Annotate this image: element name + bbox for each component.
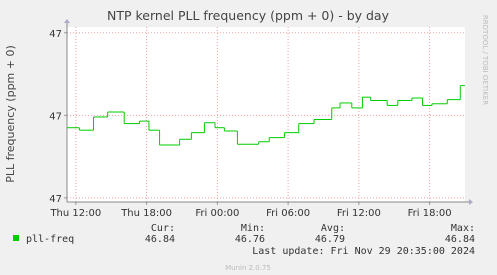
stat-label: Cur: xyxy=(151,223,175,234)
x-tick-label: Fri 12:00 xyxy=(337,208,381,219)
footer: Munin 2.0.75 xyxy=(225,264,271,272)
stat-value: 46.79 xyxy=(315,234,345,245)
plot-area xyxy=(67,27,465,202)
stat-value: 46.84 xyxy=(445,234,475,245)
axis-arrow xyxy=(469,199,473,205)
stat-value: 46.76 xyxy=(235,234,265,245)
y-axis-label: PLL frequency (ppm + 0) xyxy=(4,45,17,183)
stat-label: Max: xyxy=(451,223,475,234)
watermark: RRDTOOL / TOBI OETIKER xyxy=(481,15,489,105)
legend-swatch xyxy=(13,235,19,241)
x-tick-label: Thu 12:00 xyxy=(49,208,101,219)
last-update: Last update: Fri Nov 29 20:35:00 2024 xyxy=(252,246,475,257)
x-tick-label: Fri 06:00 xyxy=(266,208,310,219)
y-tick-label: 47 xyxy=(49,111,62,122)
stat-label: Min: xyxy=(241,223,265,234)
y-tick-label: 47 xyxy=(49,29,62,40)
legend-label: pll-freq xyxy=(26,234,74,245)
stat-value: 46.84 xyxy=(145,234,175,245)
x-tick-label: Fri 00:00 xyxy=(195,208,239,219)
axis-arrow xyxy=(64,19,70,23)
chart-title: NTP kernel PLL frequency (ppm + 0) - by … xyxy=(107,8,390,23)
stat-label: Avg: xyxy=(321,223,345,234)
x-tick-label: Thu 18:00 xyxy=(120,208,172,219)
x-tick-label: Fri 18:00 xyxy=(408,208,452,219)
y-tick-label: 47 xyxy=(49,194,62,205)
